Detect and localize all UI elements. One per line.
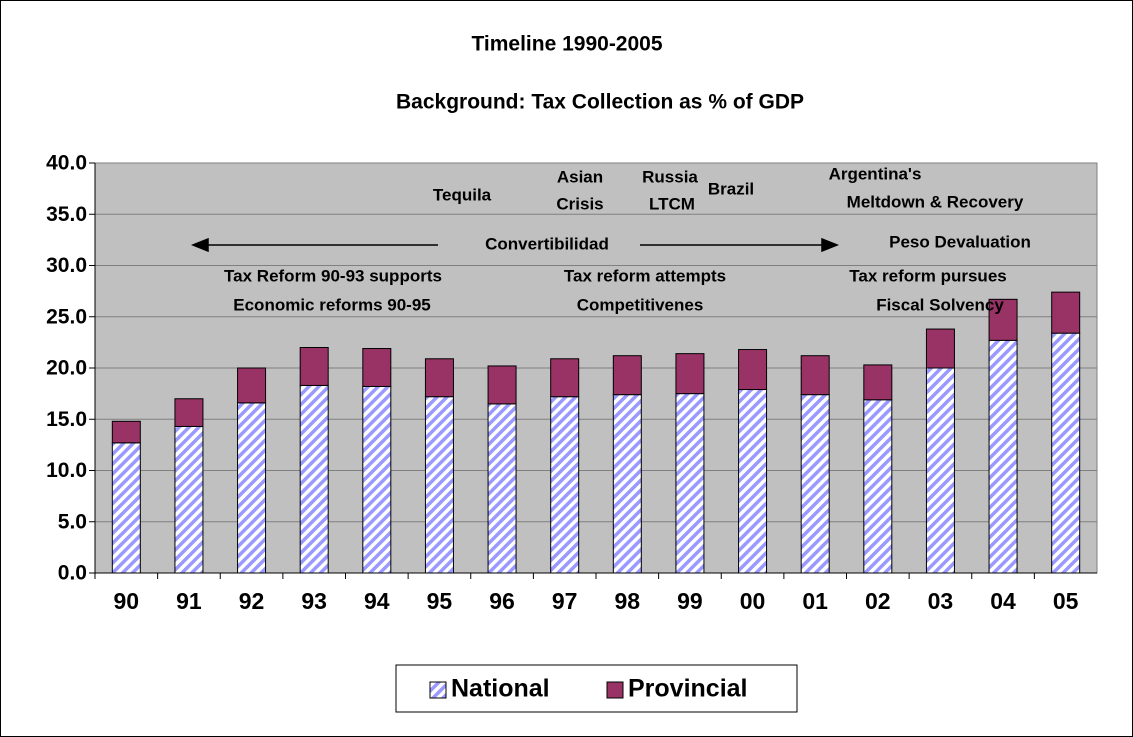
legend-label: Provincial — [628, 675, 748, 703]
annotations: Tequila Asian Crisis Russia LTCM Brazil Argent… — [224, 164, 1031, 314]
bar-segment — [174, 398, 204, 427]
y-tick-label: 5.0 — [58, 510, 87, 533]
bar-segment — [1051, 332, 1081, 574]
bar-segment — [925, 367, 955, 574]
y-tick-label: 15.0 — [46, 408, 87, 431]
bar-segment — [925, 328, 955, 369]
bar-segment — [738, 389, 768, 574]
annotation: Brazil — [708, 179, 754, 198]
legend-swatch — [429, 681, 447, 699]
annotation: Tax Reform 90-93 supports — [224, 266, 442, 285]
annotation: Tax reform pursues — [849, 266, 1006, 285]
annotation: Convertibilidad — [485, 234, 609, 253]
x-tick-label: 95 — [427, 588, 453, 614]
x-tick-label: 99 — [677, 588, 703, 614]
bar-segment — [362, 385, 392, 574]
x-tick-label: 90 — [114, 588, 140, 614]
y-tick-label: 35.0 — [46, 203, 87, 226]
bar-segment — [550, 396, 580, 574]
annotation: Tequila — [433, 185, 492, 204]
bar-segment — [237, 402, 267, 574]
bar-segment — [800, 355, 830, 396]
annotation: Russia — [642, 167, 698, 186]
bar-segment — [424, 396, 454, 574]
grid: 0.0 5.0 10.0 15.0 20.0 25.0 30.0 35.0 40.0 90 91 92… — [46, 152, 1097, 614]
x-tick-label: 97 — [552, 588, 578, 614]
bar-segment — [800, 394, 830, 574]
annotation: Fiscal Solvency — [876, 295, 1004, 314]
x-tick-label: 01 — [802, 588, 828, 614]
bar-segment — [111, 442, 141, 574]
annotation: Peso Devaluation — [889, 232, 1031, 251]
legend-label: National — [451, 675, 550, 703]
bar-segment — [988, 339, 1018, 574]
legend — [395, 664, 798, 713]
x-tick-label: 91 — [176, 588, 202, 614]
bar-segment — [988, 298, 1018, 341]
arrow-head — [190, 237, 209, 253]
y-tick-label: 25.0 — [46, 305, 87, 328]
x-tick-label: 05 — [1053, 588, 1079, 614]
chart-title: Timeline 1990-2005 — [471, 33, 662, 56]
x-tick-label: 96 — [489, 588, 515, 614]
annotation: Meltdown & Recovery — [847, 192, 1024, 211]
annotation: LTCM — [649, 194, 695, 213]
annotation: Tax reform attempts — [564, 266, 726, 285]
x-tick-label: 92 — [239, 588, 265, 614]
bar-segment — [675, 393, 705, 574]
bar-segment — [299, 347, 329, 386]
annotation: Argentina's — [829, 164, 922, 183]
x-tick-label: 94 — [364, 588, 390, 614]
bars — [111, 291, 1081, 574]
bar-segment — [738, 349, 768, 391]
y-tick-label: 20.0 — [46, 357, 87, 380]
arrow-head — [821, 237, 840, 253]
bar-segment — [424, 358, 454, 398]
annotation: Economic reforms 90-95 — [233, 295, 430, 314]
bar-segment — [299, 384, 329, 574]
annotation: Crisis — [556, 194, 603, 213]
y-tick-label: 30.0 — [46, 254, 87, 277]
y-tick-label: 10.0 — [46, 459, 87, 482]
x-tick-label: 98 — [615, 588, 641, 614]
bar-segment — [237, 367, 267, 404]
x-tick-label: 93 — [301, 588, 327, 614]
arrows — [190, 237, 840, 253]
y-tick-label: 40.0 — [46, 152, 87, 175]
bar-segment — [863, 364, 893, 401]
y-tick-label: 0.0 — [58, 562, 87, 585]
x-tick-label: 02 — [865, 588, 891, 614]
bar-segment — [550, 358, 580, 398]
bar-segment — [675, 353, 705, 395]
bar-segment — [362, 348, 392, 387]
x-tick-label: 04 — [990, 588, 1016, 614]
bar-segment — [612, 394, 642, 574]
bar-segment — [487, 365, 517, 405]
bar-segment — [1051, 291, 1081, 334]
chart-subtitle: Background: Tax Collection as % of GDP — [396, 91, 804, 114]
x-tick-label: 03 — [928, 588, 954, 614]
legend-swatch — [606, 681, 624, 699]
annotation: Asian — [557, 167, 603, 186]
x-tick-label: 00 — [740, 588, 766, 614]
legend-items: National Provincial — [429, 675, 748, 703]
bar-segment — [174, 425, 204, 574]
bar-segment — [612, 355, 642, 396]
bar-segment — [863, 399, 893, 574]
bar-segment — [111, 420, 141, 444]
annotation: Competitivenes — [577, 295, 704, 314]
bar-segment — [487, 403, 517, 574]
